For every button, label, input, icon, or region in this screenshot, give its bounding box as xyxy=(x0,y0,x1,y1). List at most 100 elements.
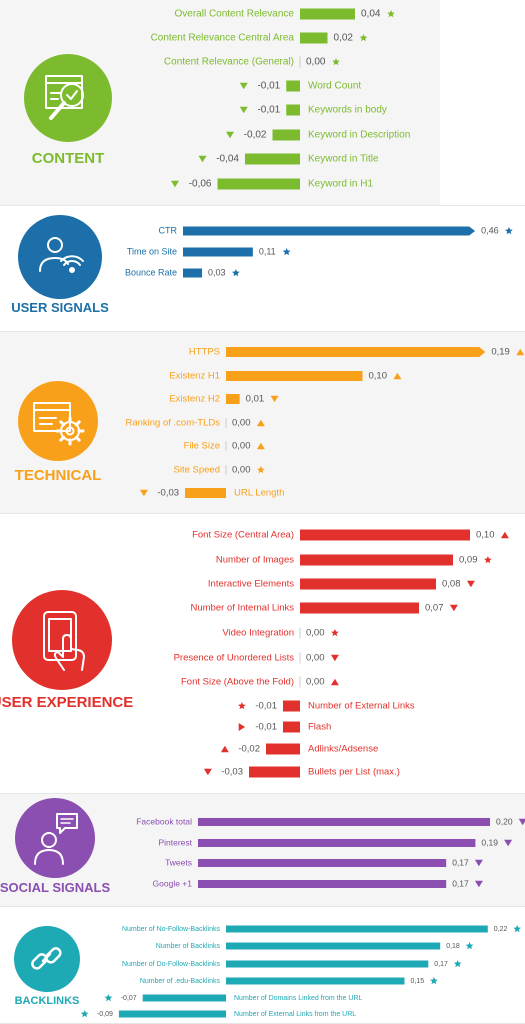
user-wifi-icon xyxy=(39,237,84,273)
chart-user-signals: USER SIGNALS CTR 0,46 Time on Site 0,11 Bounc… xyxy=(0,206,525,332)
marker-down-icon xyxy=(239,106,248,114)
bar-row: Keyword in Description -0,02 xyxy=(226,129,410,141)
bar-row: Site Speed 0,00 xyxy=(174,465,265,476)
bar-row: Ranking of .com-TLDs 0,00 xyxy=(125,418,265,429)
bar xyxy=(300,554,453,566)
value-label: 0,17 xyxy=(452,857,469,867)
bar-row: Number of Images 0,09 xyxy=(216,554,492,566)
section-social-signals: SOCIAL SIGNALS Facebook total 0,20 Pinteres… xyxy=(0,794,525,907)
section-user-signals: USER SIGNALS CTR 0,46 Time on Site 0,11 Bounc… xyxy=(0,206,525,332)
category-label: Number of Domains Linked from the URL xyxy=(234,995,362,1002)
bar xyxy=(300,8,355,20)
category-label: File Size xyxy=(184,441,220,452)
bar-row: Keyword in Title -0,04 xyxy=(198,153,379,165)
bar xyxy=(226,977,405,985)
marker-star-icon xyxy=(387,10,395,18)
category-label: Content Relevance (General) xyxy=(164,57,294,68)
value-label: 0,00 xyxy=(306,677,325,688)
marker-down-icon xyxy=(449,604,458,612)
category-label: Pinterest xyxy=(158,837,192,847)
category-label: Flash xyxy=(308,722,331,733)
value-label: 0,17 xyxy=(434,961,448,968)
bar xyxy=(198,818,490,826)
marker-star-icon xyxy=(104,994,113,1002)
bar-row: Number of Internal Links 0,07 xyxy=(191,602,458,614)
section-icon-circle xyxy=(24,54,112,142)
value-label: 0,11 xyxy=(259,246,276,256)
value-label: 0,00 xyxy=(306,628,325,639)
bar-row: CTR 0,46 xyxy=(159,225,513,236)
bar-row: Keywords in body -0,01 xyxy=(239,104,387,116)
marker-star-icon xyxy=(238,702,246,710)
bar-row: Content Relevance (General) 0,00 xyxy=(164,56,340,68)
bar xyxy=(118,1010,226,1018)
tablet-touch-icon xyxy=(43,611,85,671)
bar-row: HTTPS 0,19 xyxy=(189,347,525,358)
browser-gear-icon xyxy=(33,402,85,446)
category-label: Word Count xyxy=(308,81,361,92)
section-backlinks: BACKLINKS Number of No-Follow-Backlinks 0,… xyxy=(0,907,525,1024)
bar-row: Number of External Links from the URL -0,… xyxy=(80,1010,356,1018)
value-label: 0,04 xyxy=(361,9,381,20)
value-label: 0,09 xyxy=(459,555,478,566)
bar-row: Number of No-Follow-Backlinks 0,22 xyxy=(122,925,521,933)
value-label: 0,00 xyxy=(232,441,251,452)
category-label: Site Speed xyxy=(174,465,220,476)
chain-link-icon xyxy=(31,947,62,970)
marker-down-icon xyxy=(198,155,207,163)
value-label: 0,17 xyxy=(452,878,469,888)
chart-backlinks: BACKLINKS Number of No-Follow-Backlinks 0,… xyxy=(0,907,525,1024)
marker-star-icon xyxy=(332,58,340,66)
marker-up-icon xyxy=(220,745,229,753)
section-title: USER SIGNALS xyxy=(11,300,109,315)
bar-row: Existenz H2 0,01 xyxy=(169,394,279,405)
marker-star-icon xyxy=(331,629,339,637)
marker-down-icon xyxy=(474,859,483,867)
bar xyxy=(217,178,300,190)
chart-user-experience: USER EXPERIENCE Font Size (Central Area) 0… xyxy=(0,514,525,794)
section-icon-circle xyxy=(18,381,98,461)
bar-row: Number of Do-Follow-Backlinks 0,17 xyxy=(122,960,462,968)
marker-down-icon xyxy=(474,880,483,888)
bar-row: Pinterest 0,19 xyxy=(158,837,513,847)
marker-star-icon xyxy=(282,248,291,256)
bar-row: File Size 0,00 xyxy=(184,441,265,452)
value-label: -0,09 xyxy=(97,1011,113,1018)
bar xyxy=(300,529,470,541)
bar xyxy=(300,32,328,44)
category-label: Presence of Unordered Lists xyxy=(174,653,295,664)
category-label: Keyword in Description xyxy=(308,130,410,141)
category-label: Number of External Links xyxy=(308,701,415,712)
value-label: 0,22 xyxy=(494,926,508,933)
bar-row: Number of External Links -0,01 xyxy=(238,700,415,712)
value-label: 0,01 xyxy=(246,394,265,405)
bar xyxy=(300,578,436,590)
bar xyxy=(183,247,253,257)
person-chat-icon xyxy=(34,813,78,865)
bar-row: Bounce Rate 0,03 xyxy=(125,267,240,278)
section-content: CONTENT Overall Content Relevance 0,04 Cont… xyxy=(0,0,525,206)
section-title: CONTENT xyxy=(32,150,105,167)
value-label: -0,01 xyxy=(257,81,280,92)
marker-down-icon xyxy=(203,768,212,776)
category-label: Video Integration xyxy=(222,628,294,639)
section-user-experience: USER EXPERIENCE Font Size (Central Area) 0… xyxy=(0,514,525,794)
value-label: 0,46 xyxy=(481,225,499,235)
value-label: 0,07 xyxy=(425,603,444,614)
marker-down-icon xyxy=(226,131,234,139)
category-label: Interactive Elements xyxy=(208,579,294,590)
category-label: Number of No-Follow-Backlinks xyxy=(122,926,221,933)
category-label: Facebook total xyxy=(136,816,192,826)
category-label: Number of Backlinks xyxy=(156,943,221,950)
value-label: -0,01 xyxy=(257,105,280,116)
category-label: Bullets per List (max.) xyxy=(308,767,400,778)
bar xyxy=(272,129,300,141)
bar-row: Content Relevance Central Area 0,02 xyxy=(151,32,368,44)
value-label: -0,03 xyxy=(221,767,243,778)
marker-star-icon xyxy=(505,227,513,235)
bar xyxy=(286,80,300,92)
category-label: Number of Internal Links xyxy=(191,603,295,614)
bar xyxy=(286,104,300,116)
category-label: Ranking of .com-TLDs xyxy=(125,418,220,429)
category-label: Adlinks/Adsense xyxy=(308,744,378,755)
